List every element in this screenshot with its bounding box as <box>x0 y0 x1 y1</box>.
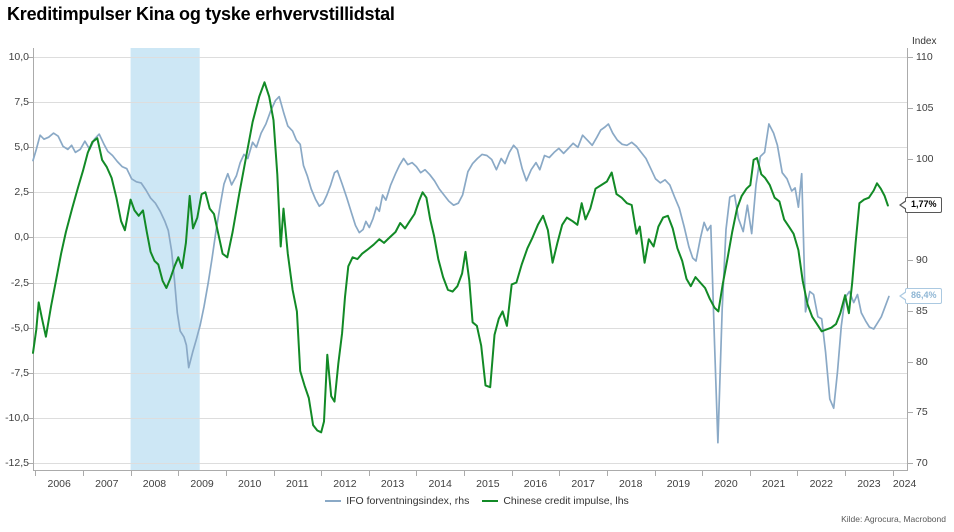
page-title: Kreditimpulser Kina og tyske erhvervstil… <box>7 4 395 24</box>
recession-band <box>130 48 200 470</box>
ifo-line-swatch-icon <box>325 500 342 502</box>
ifo-line <box>32 95 890 444</box>
credit-impulse-line <box>32 81 889 434</box>
legend-label: Chinese credit impulse, lhs <box>503 495 629 507</box>
source-credit: Kilde: Agrocura, Macrobond <box>841 514 946 524</box>
legend-label: IFO forventningsindex, rhs <box>346 495 470 507</box>
legend-item-credit-impulse: Chinese credit impulse, lhs <box>482 495 629 507</box>
legend-item-ifo: IFO forventningsindex, rhs <box>325 495 469 507</box>
callout-ifo-latest: 86,4% <box>899 288 942 304</box>
credit-impulse-line-swatch-icon <box>482 500 499 502</box>
right-axis-title: Index <box>912 36 937 47</box>
callout-credit-impulse-latest: 1,77% <box>899 197 942 213</box>
legend: IFO forventningsindex, rhs Chinese credit… <box>0 495 954 507</box>
